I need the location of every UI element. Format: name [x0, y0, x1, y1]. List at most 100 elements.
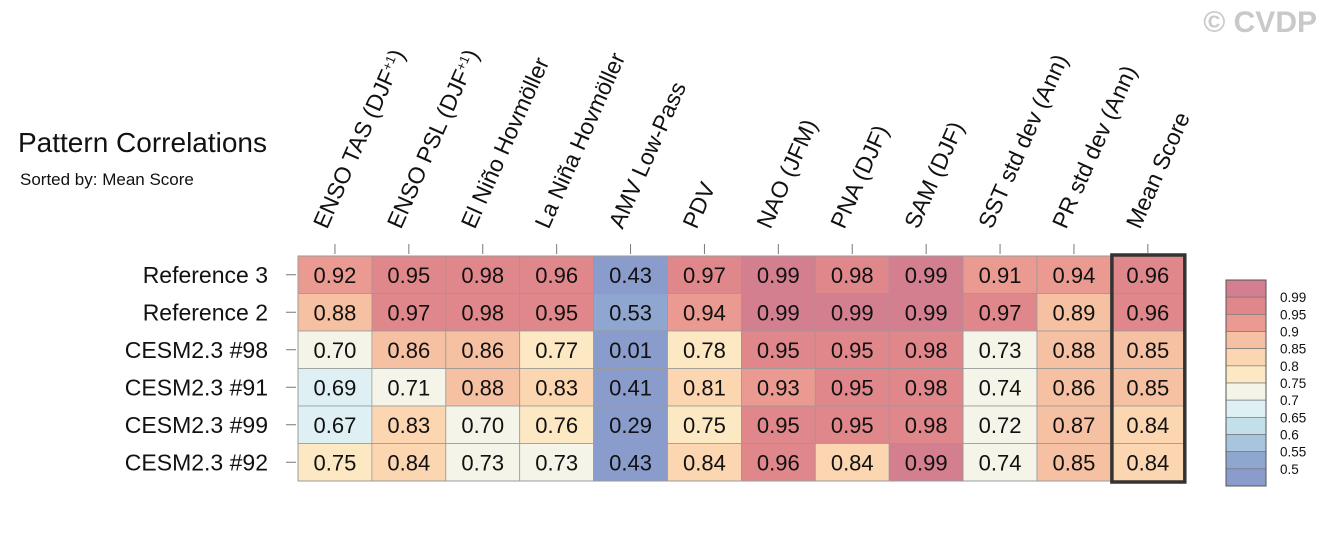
cell-value-label: 0.83: [535, 375, 578, 400]
mean-score-highlight-box: [1110, 253, 1187, 484]
colorbar-tick-label: 0.85: [1280, 342, 1306, 357]
cell-value-label: 0.98: [831, 263, 874, 288]
row-label: CESM2.3 #91: [125, 374, 268, 400]
colorbar-tick-label: 0.9: [1280, 325, 1299, 340]
heatmap-cell: [593, 293, 668, 332]
column-label: PDV: [677, 178, 720, 232]
heatmap-cell: [962, 405, 1038, 444]
colorbar-segment: [1225, 382, 1267, 401]
row-label: CESM2.3 #99: [125, 412, 268, 438]
colorbar-segment: [1225, 296, 1267, 315]
heatmap-cell: [297, 443, 373, 482]
cell-value-label: 0.67: [314, 413, 357, 438]
cell-value-label: 0.92: [314, 263, 357, 288]
cell-value-label: 0.86: [1053, 375, 1096, 400]
cell-value-label: 0.95: [757, 413, 800, 438]
heatmap-cell: [371, 255, 447, 294]
column-label: PNA (DJF): [825, 121, 893, 232]
cell-value-label: 0.99: [905, 450, 948, 475]
cell-value-label: 0.95: [535, 300, 578, 325]
cell-value-label: 0.78: [683, 338, 726, 363]
cell-value-label: 0.69: [314, 375, 357, 400]
cell-value-label: 0.91: [979, 263, 1022, 288]
cell-value-label: 0.70: [461, 413, 504, 438]
heatmap-cell: [888, 443, 964, 482]
cell-value-label: 0.95: [387, 263, 430, 288]
chart-title: Pattern Correlations: [18, 127, 268, 158]
cell-value-label: 0.98: [905, 375, 948, 400]
heatmap-cell: [962, 368, 1038, 407]
heatmap-cell: [1110, 405, 1186, 444]
cell-value-label: 0.86: [387, 338, 430, 363]
cell-value-label: 0.85: [1126, 375, 1169, 400]
cell-value-label: 0.75: [683, 413, 726, 438]
heatmap-cell: [1110, 255, 1186, 294]
cell-value-label: 0.97: [387, 300, 430, 325]
cell-value-label: 0.96: [1126, 263, 1169, 288]
cell-value-label: 0.86: [461, 338, 504, 363]
cell-value-label: 0.98: [461, 263, 504, 288]
cell-value-label: 0.97: [979, 300, 1022, 325]
heatmap-cell: [371, 368, 447, 407]
heatmap-cell: [1110, 330, 1186, 369]
chart-subtitle: Sorted by: Mean Score: [20, 170, 194, 189]
cell-value-label: 0.29: [609, 413, 652, 438]
cell-value-label: 0.99: [905, 263, 948, 288]
heatmap-cell: [741, 443, 816, 482]
cell-value-label: 0.75: [314, 450, 357, 475]
colorbar-tick-label: 0.55: [1280, 445, 1306, 460]
cell-value-label: 0.87: [1053, 413, 1096, 438]
cell-value-label: 0.85: [1126, 338, 1169, 363]
cell-value-label: 0.93: [757, 375, 800, 400]
heatmap-cell: [297, 405, 373, 444]
cell-value-label: 0.73: [979, 338, 1022, 363]
cell-value-label: 0.84: [831, 450, 874, 475]
column-label: SAM (DJF): [899, 118, 969, 232]
colorbar-segment: [1225, 399, 1267, 418]
colorbar-tick-label: 0.8: [1280, 359, 1299, 374]
cell-value-label: 0.74: [979, 450, 1022, 475]
heatmap-cell: [297, 330, 373, 369]
heatmap-cell: [888, 293, 964, 332]
cell-value-label: 0.98: [905, 413, 948, 438]
colorbar-segment: [1225, 451, 1267, 470]
cell-value-label: 0.74: [979, 375, 1022, 400]
colorbar-segment: [1225, 331, 1267, 350]
colorbar-tick-label: 0.99: [1280, 290, 1306, 305]
cell-value-label: 0.43: [609, 263, 652, 288]
heatmap-cell: [667, 368, 742, 407]
cell-value-label: 0.95: [757, 338, 800, 363]
column-label: Mean Score: [1121, 108, 1195, 232]
heatmap-cell: [1036, 368, 1112, 407]
cell-value-label: 0.83: [387, 413, 430, 438]
cell-value-label: 0.95: [831, 375, 874, 400]
heatmap-cell: [297, 368, 373, 407]
colorbar-tick-label: 0.65: [1280, 410, 1306, 425]
row-label: Reference 2: [143, 299, 268, 325]
cell-value-label: 0.94: [1053, 263, 1096, 288]
colorbar-tick-label: 0.7: [1280, 393, 1299, 408]
cell-value-label: 0.95: [831, 413, 874, 438]
colorbar-segment: [1225, 365, 1267, 384]
heatmap-cell: [667, 330, 742, 369]
heatmap-cell: [814, 255, 890, 294]
cell-value-label: 0.94: [683, 300, 726, 325]
heatmap-cell: [667, 293, 742, 332]
heatmap-cell: [667, 405, 742, 444]
heatmap-cell: [1036, 443, 1112, 482]
cell-value-label: 0.77: [535, 338, 578, 363]
cell-value-label: 0.98: [905, 338, 948, 363]
column-label: AMV Low-Pass: [603, 78, 691, 232]
cell-value-label: 0.73: [535, 450, 578, 475]
heatmap-cell: [445, 330, 521, 369]
colorbar-segment: [1225, 348, 1267, 367]
heatmap-cell: [741, 368, 816, 407]
cell-value-label: 0.72: [979, 413, 1022, 438]
colorbar-tick-label: 0.75: [1280, 376, 1306, 391]
heatmap-cell: [519, 443, 595, 482]
colorbar-segment: [1225, 313, 1267, 332]
colorbar-border: [1225, 279, 1267, 487]
heatmap-cell: [519, 405, 595, 444]
heatmap-cell: [888, 330, 964, 369]
